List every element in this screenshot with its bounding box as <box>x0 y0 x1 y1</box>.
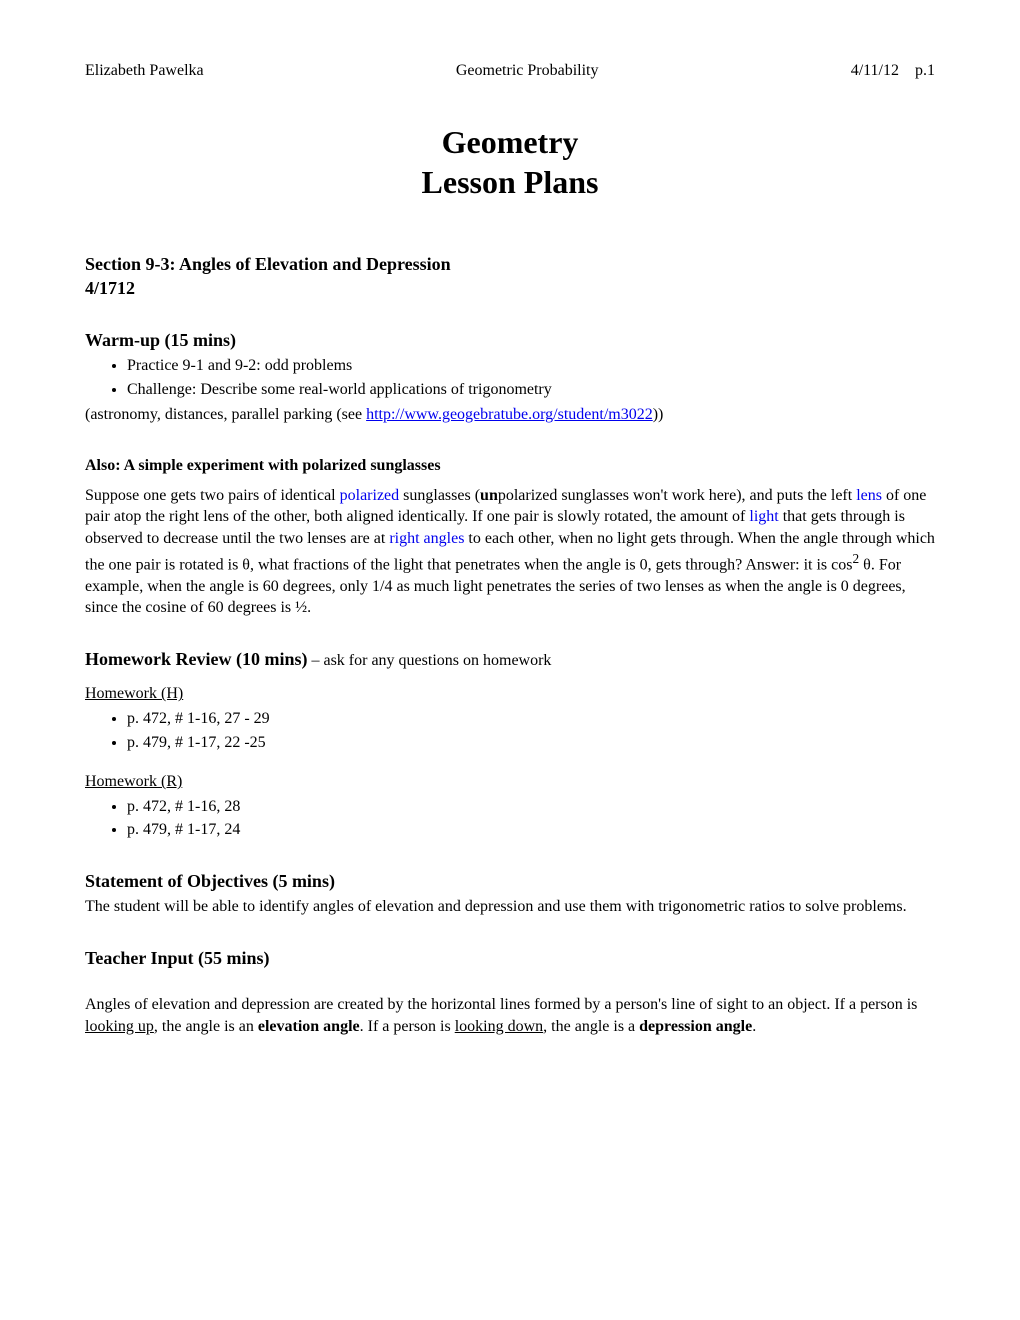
objectives-heading: Statement of Objectives (5 mins) <box>85 869 935 893</box>
list-item: p. 472, # 1-16, 28 <box>127 796 935 818</box>
list-item: p. 479, # 1-17, 22 -25 <box>127 732 935 754</box>
date-page: 4/11/12 p.1 <box>851 60 935 82</box>
link-lens[interactable]: lens <box>856 487 882 504</box>
link-polarized[interactable]: polarized <box>340 487 400 504</box>
homework-h-label: Homework (H) <box>85 683 935 705</box>
warmup-list: Practice 9-1 and 9-2: odd problems Chall… <box>85 355 935 400</box>
list-item: Practice 9-1 and 9-2: odd problems <box>127 355 935 377</box>
page-header: Elizabeth Pawelka Geometric Probability … <box>85 60 935 82</box>
author-name: Elizabeth Pawelka <box>85 60 204 82</box>
warmup-note: (astronomy, distances, parallel parking … <box>85 404 935 426</box>
homework-review-heading: Homework Review (10 mins) – ask for any … <box>85 647 935 672</box>
warmup-heading: Warm-up (15 mins) <box>85 328 935 352</box>
objectives-text: The student will be able to identify ang… <box>85 896 935 918</box>
list-item: p. 472, # 1-16, 27 - 29 <box>127 708 935 730</box>
homework-r-label: Homework (R) <box>85 771 935 793</box>
experiment-paragraph: Suppose one gets two pairs of identical … <box>85 485 935 619</box>
teacher-paragraph: Angles of elevation and depression are c… <box>85 994 935 1037</box>
homework-h-list: p. 472, # 1-16, 27 - 29 p. 479, # 1-17, … <box>85 708 935 753</box>
subject-title: Geometric Probability <box>456 60 599 82</box>
experiment-heading: Also: A simple experiment with polarized… <box>85 455 935 477</box>
homework-r-list: p. 472, # 1-16, 28 p. 479, # 1-17, 24 <box>85 796 935 841</box>
list-item: Challenge: Describe some real-world appl… <box>127 379 935 401</box>
link-light[interactable]: light <box>749 508 778 525</box>
section-heading: Section 9-3: Angles of Elevation and Dep… <box>85 252 935 301</box>
geogebra-link[interactable]: http://www.geogebratube.org/student/m302… <box>366 406 653 423</box>
link-right-angles[interactable]: right angles <box>389 530 464 547</box>
list-item: p. 479, # 1-17, 24 <box>127 819 935 841</box>
document-title: Geometry Lesson Plans <box>85 122 935 202</box>
teacher-input-heading: Teacher Input (55 mins) <box>85 946 935 970</box>
